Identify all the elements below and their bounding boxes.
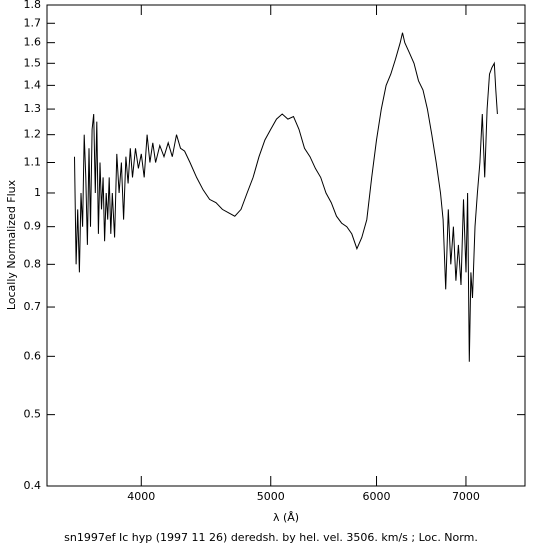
x-tick-label: 5000 bbox=[257, 490, 285, 503]
plot-frame bbox=[46, 4, 526, 487]
y-tick-label: 0.5 bbox=[24, 408, 42, 421]
x-tick-label: 7000 bbox=[452, 490, 480, 503]
x-axis-label: λ (Å) bbox=[273, 511, 299, 524]
y-tick-label: 1.1 bbox=[24, 155, 42, 168]
y-tick-label: 1.4 bbox=[24, 78, 42, 91]
x-tick-label: 6000 bbox=[363, 490, 391, 503]
y-tick-label: 1.2 bbox=[24, 128, 42, 141]
y-tick-label: 1.8 bbox=[24, 0, 42, 11]
y-tick-label: 1.5 bbox=[24, 56, 42, 69]
y-tick-label: 0.9 bbox=[24, 220, 42, 233]
x-tick-label: 4000 bbox=[127, 490, 155, 503]
y-tick-label: 1.7 bbox=[24, 16, 42, 29]
y-tick-label: 1 bbox=[34, 186, 41, 199]
y-tick-label: 1.3 bbox=[24, 102, 42, 115]
y-tick-label: 0.4 bbox=[24, 479, 42, 492]
caption: sn1997ef Ic hyp (1997 11 26) deredsh. by… bbox=[64, 531, 478, 544]
y-tick-label: 0.6 bbox=[24, 349, 42, 362]
y-tick-label: 1.6 bbox=[24, 36, 42, 49]
y-tick-label: 0.7 bbox=[24, 300, 42, 313]
y-axis-label: Locally Normalized Flux bbox=[5, 179, 18, 310]
spectrum-line bbox=[74, 32, 498, 362]
y-tick-label: 0.8 bbox=[24, 257, 42, 270]
